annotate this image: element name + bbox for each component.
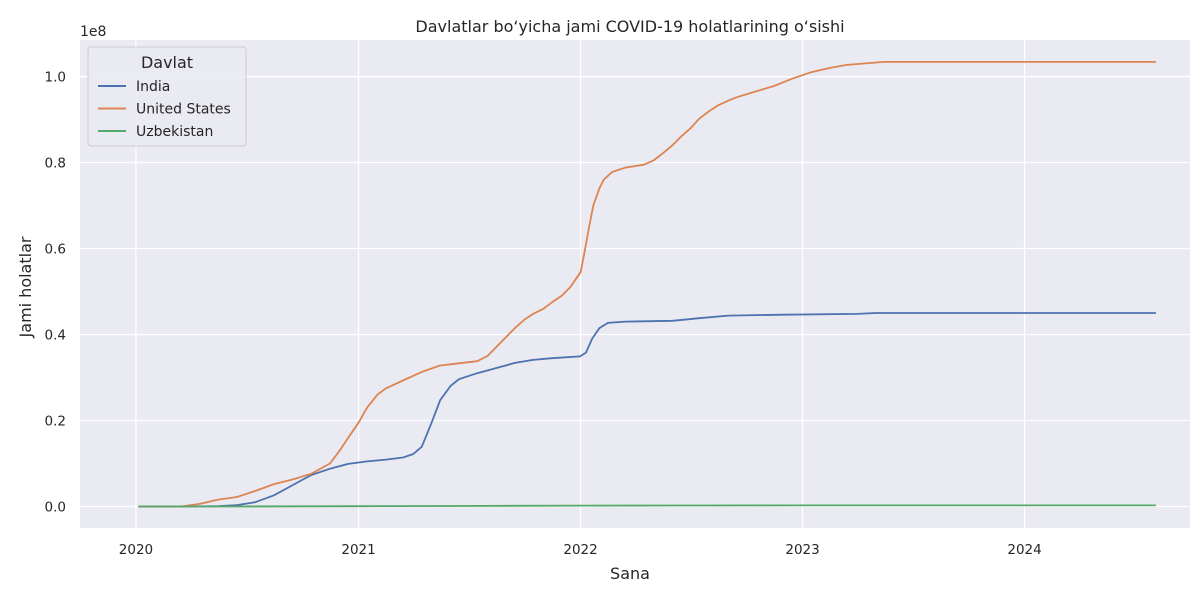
tick-labels: 2020 2021 2022 2023 2024 0.0 0.2 0.4 0.6 0.8 1.0 [45,70,1042,558]
x-tick-label: 2020 [119,542,153,558]
legend-box [87,46,247,147]
x-tick-label: 2021 [341,542,375,558]
y-tick-label: 0.6 [45,242,66,258]
y-axis-scale-label: 1e8 [80,24,106,40]
x-tick-label: 2022 [563,542,597,558]
plot-area [80,40,1190,528]
legend-label: Uzbekistan [136,124,213,140]
x-tick-label: 2024 [1007,542,1041,558]
legend-label: India [136,79,170,95]
series-line-united-states [138,61,1156,508]
series-line-uzbekistan [138,504,1156,508]
grid-lines [80,40,1190,528]
y-tick-label: 1.0 [45,70,66,86]
series-line-india [138,312,1156,508]
y-tick-label: 0.2 [45,414,66,430]
legend-title: Davlat [141,53,193,72]
x-axis-label: Sana [610,564,650,583]
x-tick-label: 2023 [785,542,819,558]
y-tick-label: 0.0 [45,500,66,516]
series-lines [138,61,1156,508]
legend-label: United States [136,102,231,118]
y-tick-label: 0.8 [45,156,66,172]
legend-items: India United States Uzbekistan [98,79,231,140]
y-tick-label: 0.4 [45,328,66,344]
y-axis-label: Jami holatlar [16,236,35,338]
legend: Davlat India United States Uzbekistan [87,46,247,147]
chart-title: Davlatlar bo‘yicha jami COVID-19 holatla… [415,17,844,36]
